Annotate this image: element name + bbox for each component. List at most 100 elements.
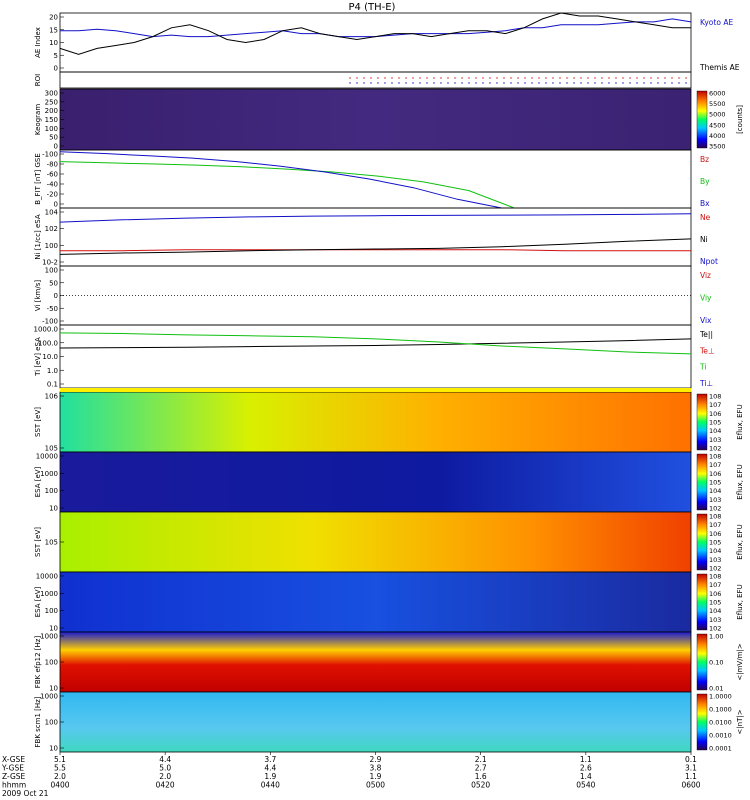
- fbk_b-colorbar-label: <|nT|>: [736, 709, 744, 734]
- roi-dot: [517, 82, 519, 84]
- bfit-ytick-label: -20: [47, 191, 58, 199]
- roi-dot: [489, 77, 491, 79]
- roi-dot: [671, 77, 673, 79]
- roi-dot: [356, 77, 358, 79]
- roi-dot: [545, 82, 547, 84]
- roi-dot: [538, 77, 540, 79]
- esa_i-colorbar-tick: 108: [709, 573, 721, 581]
- roi-dot: [398, 77, 400, 79]
- ni-series-0: [60, 249, 691, 252]
- roi-dot: [678, 82, 680, 84]
- fbk_e-colorbar-tick: 0.01: [709, 685, 723, 693]
- roi-dot: [531, 82, 533, 84]
- vi-legend-1: Viy: [700, 294, 712, 303]
- bfit-series-2: [59, 151, 502, 209]
- bfit-ytick-label: -80: [47, 161, 58, 169]
- x-axis-value-z: 1.1: [685, 772, 697, 781]
- roi-dot: [573, 77, 575, 79]
- fbk_b-colorbar-tick: 0.0010: [709, 732, 732, 740]
- fbk_b-colorbar: [696, 693, 708, 751]
- esa_i-ytick-label: 10: [49, 625, 58, 633]
- bfit-frame: [59, 149, 692, 209]
- ti-ytick-label: 0.1: [47, 381, 58, 389]
- roi-dot: [482, 77, 484, 79]
- roi-dot: [629, 77, 631, 79]
- x-axis-value-t: 0420: [156, 781, 175, 790]
- bfit-legend-1: By: [700, 177, 710, 186]
- keogram-colorbar-tick: 4500: [709, 121, 726, 129]
- keogram-ytick-label: 200: [45, 107, 58, 115]
- roi-dot: [587, 77, 589, 79]
- roi-dot: [454, 77, 456, 79]
- panel-sst_e: SST [eV]105106102103104105106107108Eflux…: [34, 391, 744, 453]
- fbk_e-colorbar-tick: 0.10: [709, 659, 723, 667]
- panel-bfit: B_FIT [nT] GSE 0 -20 -40 -60 -80 -100 Bz By Bx: [34, 149, 710, 209]
- roi-dot: [559, 77, 561, 79]
- sst_e-colorbar-label: Eflux, EFU: [736, 404, 744, 439]
- x-axis-row-label: X-GSE: [2, 755, 25, 764]
- sst_i-heatmap: [60, 512, 691, 572]
- ni-legend-1: Ni: [700, 235, 708, 244]
- panel-ti: Ti [eV] eSA 0.1 1.0 10.0 100.0 1000.0 Te|| Te⊥ T…: [34, 324, 714, 389]
- panel-roi: ROI: [34, 71, 692, 89]
- esa_i-colorbar-tick: 104: [709, 607, 721, 615]
- keogram-ytick-label: 300: [45, 90, 58, 98]
- roi-dot: [405, 77, 407, 79]
- roi-dot: [447, 77, 449, 79]
- roi-dot: [650, 82, 652, 84]
- x-axis-value-x: 3.7: [264, 755, 276, 764]
- keogram-colorbar: [696, 90, 708, 149]
- roi-dot: [664, 77, 666, 79]
- ae-legend-0: Kyoto AE: [700, 18, 733, 27]
- fbk_b-ytick-label: 100: [45, 719, 58, 727]
- bfit-ylabel: B_FIT [nT] GSE: [34, 153, 42, 205]
- roi-dot: [657, 77, 659, 79]
- roi-dot: [426, 77, 428, 79]
- x-axis-value-x: 2.9: [370, 755, 382, 764]
- esa_e-colorbar: [696, 453, 708, 511]
- roi-dot: [552, 77, 554, 79]
- ni-series-1: [59, 238, 692, 255]
- roi-dot: [538, 82, 540, 84]
- sst_i-colorbar-tick: 107: [709, 521, 721, 529]
- roi-dot: [349, 77, 351, 79]
- x-axis-value-t: 0440: [261, 781, 280, 790]
- roi-dot: [643, 82, 645, 84]
- sst_e-ytick-label: 105: [45, 445, 58, 453]
- roi-dot: [447, 82, 449, 84]
- esa_e-colorbar-tick: 103: [709, 496, 721, 504]
- fbk_b-colorbar-tick: 0.0100: [709, 719, 732, 727]
- bfit-ytick-label: -60: [47, 171, 58, 179]
- x-axis-value-x: 4.4: [159, 755, 171, 764]
- esa_e-colorbar-tick: 105: [709, 479, 721, 487]
- sst_i-colorbar-label: Eflux, EFU: [736, 524, 744, 559]
- vi-ytick-label: 0: [54, 292, 58, 300]
- ti-ylabel: Ti [eV] eSA: [34, 337, 42, 377]
- panel-esa_e: ESA [eV] 10 100 1000 10000 102103104105106107…: [34, 451, 744, 513]
- bfit-legend-0: Bz: [700, 155, 709, 164]
- esa_i-colorbar-tick: 105: [709, 599, 721, 607]
- fbk_b-ytick-label: 10: [49, 745, 58, 753]
- sst_e-colorbar-tick: 107: [709, 401, 721, 409]
- roi-dot: [398, 82, 400, 84]
- x-axis-value-t: 0520: [471, 781, 490, 790]
- sst_e-colorbar-tick: 102: [709, 445, 721, 453]
- ae-series-1: [59, 12, 691, 55]
- roi-dot: [391, 82, 393, 84]
- x-axis-value-t: 0400: [50, 781, 69, 790]
- roi-dot: [601, 82, 603, 84]
- ni-ytick-label: 102: [45, 225, 58, 233]
- roi-dot: [566, 82, 568, 84]
- roi-dot: [678, 77, 680, 79]
- panel-vi: Vi [km/s]-100 -50 0 50 100 Viz Viy Vix: [34, 265, 712, 326]
- roi-ylabel: ROI: [34, 74, 42, 86]
- ni-ytick-label: 104: [45, 209, 59, 217]
- keogram-ytick-label: 150: [45, 116, 58, 124]
- roi-dot: [405, 82, 407, 84]
- roi-dot: [363, 82, 365, 84]
- roi-dot: [384, 77, 386, 79]
- roi-dot: [573, 82, 575, 84]
- fbk_e-ytick-label: 10: [49, 685, 58, 693]
- esa_e-colorbar-tick: 106: [709, 470, 721, 478]
